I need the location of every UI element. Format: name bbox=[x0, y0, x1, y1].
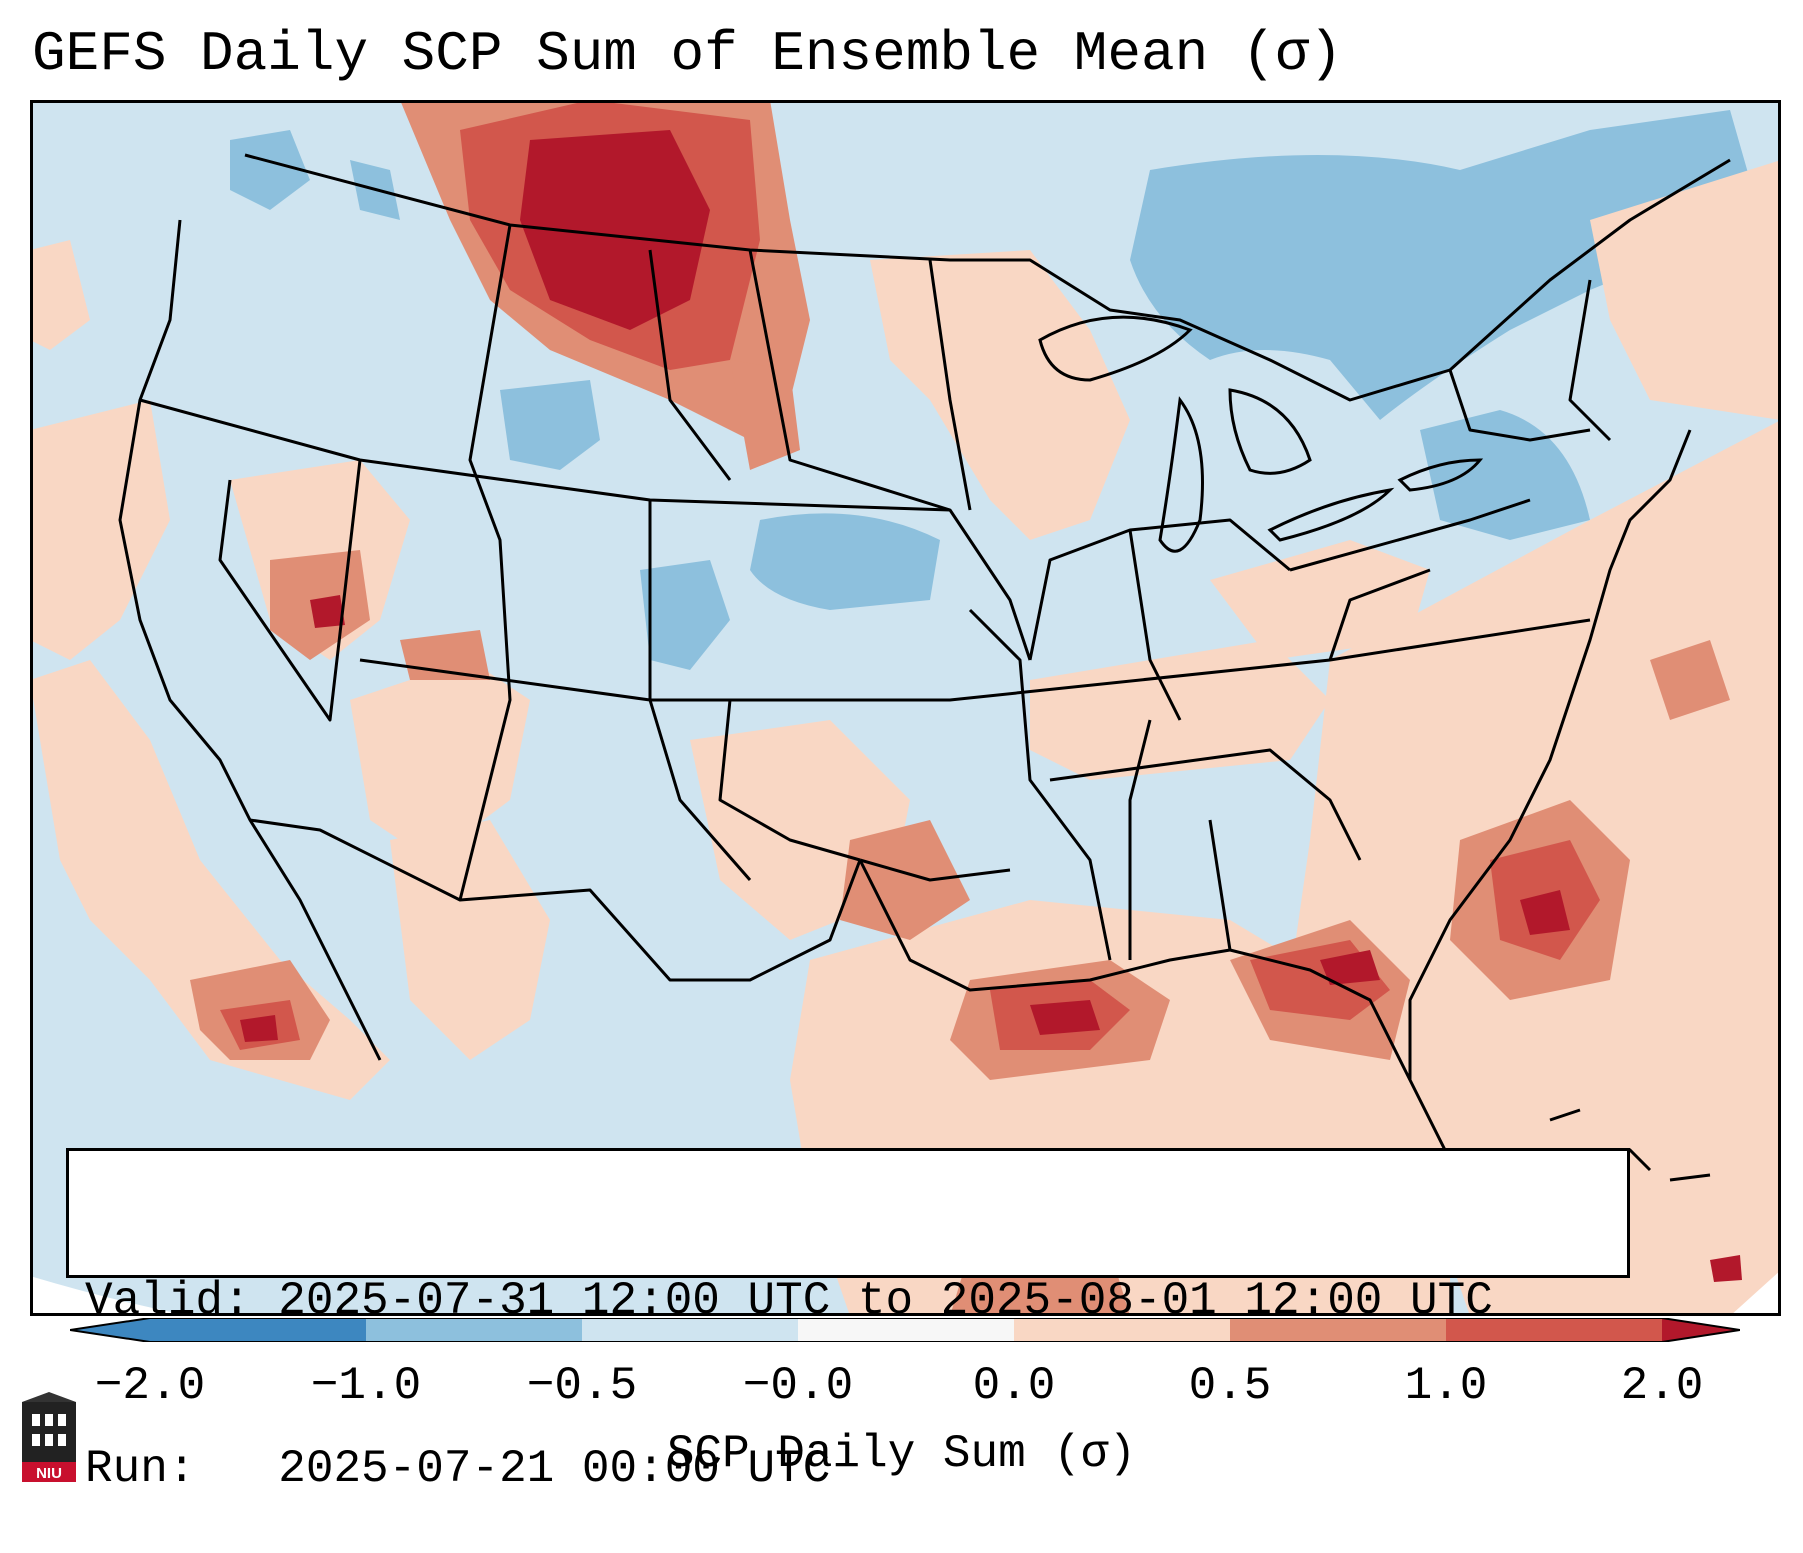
colorbar-segment-m1 bbox=[366, 1318, 582, 1342]
lake-erie bbox=[1267, 487, 1395, 542]
colorbar-extend-right bbox=[1662, 1318, 1740, 1342]
tick-label: 0.0 bbox=[972, 1360, 1056, 1412]
lake-huron bbox=[1228, 388, 1312, 475]
colorbar-segment-p0 bbox=[1014, 1318, 1230, 1342]
state-line-20 bbox=[1568, 279, 1612, 442]
tick-label: −0.5 bbox=[526, 1360, 638, 1412]
state-line-11 bbox=[1128, 529, 1182, 721]
colorbar-segment-m05 bbox=[582, 1318, 798, 1342]
state-line-8 bbox=[928, 259, 972, 511]
colorbar-extend-left bbox=[70, 1318, 150, 1342]
state-line-6 bbox=[648, 249, 732, 481]
state-line-4 bbox=[648, 500, 752, 881]
map-border bbox=[30, 100, 1781, 1316]
lake-michigan bbox=[1158, 396, 1204, 553]
state-line-18 bbox=[859, 858, 1011, 882]
run-time-line: Run: 2025-07-21 00:00 UTC bbox=[85, 1443, 831, 1495]
lake-superior bbox=[1038, 315, 1193, 382]
map-title: GEFS Daily SCP Sum of Ensemble Mean (σ) bbox=[32, 22, 1343, 86]
tick-label: 1.0 bbox=[1404, 1360, 1488, 1412]
state-line-19 bbox=[718, 699, 861, 862]
tick-label: 0.5 bbox=[1188, 1360, 1272, 1412]
state-line-9 bbox=[968, 608, 1112, 961]
scp-map bbox=[30, 100, 1781, 1316]
mexico-border bbox=[249, 818, 862, 982]
colorbar bbox=[70, 1318, 1740, 1342]
lake-ontario bbox=[1397, 458, 1484, 492]
colorbar-segment-p05 bbox=[1230, 1318, 1446, 1342]
tick-label: −1.0 bbox=[310, 1360, 422, 1412]
niu-logo-icon: NIU bbox=[22, 1392, 76, 1482]
gulf-coast bbox=[858, 859, 1452, 1161]
state-line-15 bbox=[1289, 498, 1531, 572]
state-line-16 bbox=[1328, 568, 1431, 661]
tick-label: 2.0 bbox=[1620, 1360, 1704, 1412]
state-line-7 bbox=[748, 249, 1032, 661]
pacific-coast bbox=[118, 219, 382, 1061]
negative-anomaly-regions bbox=[230, 110, 1750, 670]
tick-label: −2.0 bbox=[94, 1360, 206, 1412]
state-line-12 bbox=[1049, 748, 1362, 861]
great-lakes bbox=[1038, 315, 1484, 553]
colorbar-segment-m2 bbox=[150, 1318, 366, 1342]
state-line-14 bbox=[1128, 719, 1152, 960]
map-panel bbox=[30, 100, 1781, 1316]
positive-anomaly-very-strong bbox=[240, 130, 1742, 1282]
political-borders bbox=[118, 153, 1731, 1161]
tick-label: −0.0 bbox=[742, 1360, 854, 1412]
state-line-5 bbox=[458, 224, 512, 901]
no-data-corner-right bbox=[1730, 1270, 1781, 1316]
colorbar-label: SCP Daily Sum (σ) bbox=[666, 1428, 1137, 1480]
state-line-3 bbox=[359, 618, 1591, 702]
colorbar-segment-p1 bbox=[1446, 1318, 1662, 1342]
validity-info-box: Valid: 2025-07-31 12:00 UTC to 2025-08-0… bbox=[66, 1148, 1630, 1495]
state-line-17 bbox=[1448, 369, 1591, 442]
state-line-1 bbox=[139, 398, 951, 512]
atlantic-coast bbox=[1408, 429, 1692, 1080]
state-line-13 bbox=[1208, 819, 1232, 951]
state-line-2 bbox=[218, 459, 362, 722]
colorbar-segment-m0 bbox=[798, 1318, 1014, 1342]
no-data-corner bbox=[30, 1276, 190, 1316]
logo-text: NIU bbox=[36, 1465, 62, 1482]
colorbar-tick-labels: −2.0 −1.0 −0.5 −0.0 0.0 0.5 1.0 2.0 bbox=[0, 1358, 1803, 1418]
